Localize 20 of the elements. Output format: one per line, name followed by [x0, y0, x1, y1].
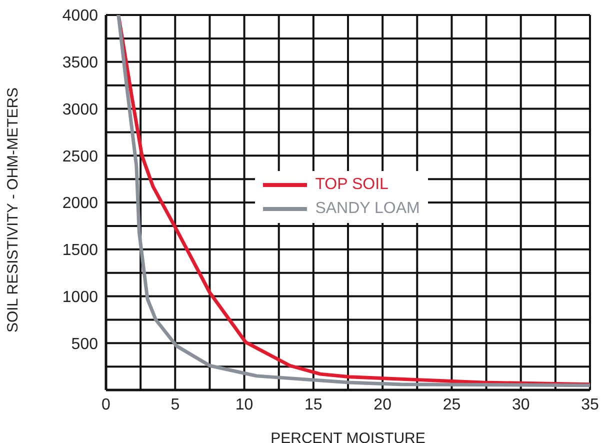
- x-tick-label: 35: [581, 396, 599, 414]
- legend-label: TOP SOIL: [315, 176, 388, 194]
- y-tick-label: 3000: [62, 101, 98, 118]
- y-tick-label: 2000: [62, 195, 98, 212]
- x-tick-label: 25: [442, 396, 461, 414]
- x-tick-label: 0: [102, 396, 111, 414]
- y-tick-label: 4000: [62, 8, 98, 25]
- x-tick-label: 5: [170, 396, 180, 414]
- x-tick-label: 20: [374, 396, 392, 414]
- y-tick-label: 500: [71, 336, 98, 353]
- x-tick-label: 15: [304, 396, 322, 414]
- x-tick-label: 10: [235, 396, 254, 414]
- legend-label: SANDY LOAM: [315, 200, 420, 218]
- y-tick-label: 2500: [62, 148, 98, 166]
- y-tick-label: 1500: [62, 242, 98, 260]
- y-tick-label: 3500: [62, 54, 98, 72]
- y-axis-title: SOIL RESISTIVITY - OHM-METERS: [4, 87, 22, 332]
- y-tick-label: 1000: [62, 288, 98, 306]
- x-tick-label: 30: [512, 396, 530, 414]
- x-axis-title: PERCENT MOISTURE: [270, 430, 426, 443]
